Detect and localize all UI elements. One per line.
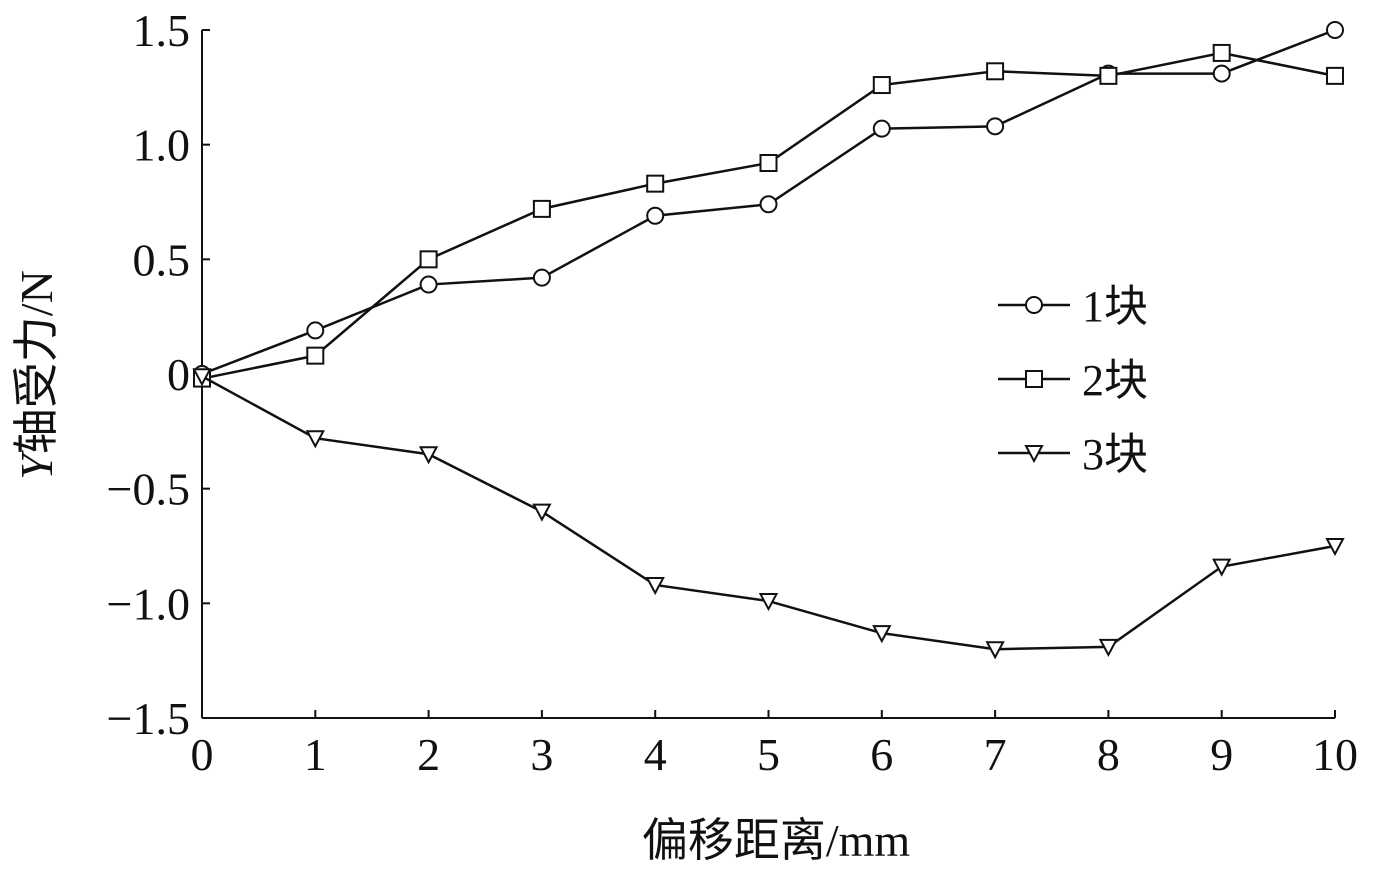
series-2: [193, 43, 1344, 388]
series-2-line: [201, 51, 1336, 380]
series-1-point: [986, 117, 1005, 136]
series-1: [193, 21, 1344, 383]
series-3-point: [192, 368, 212, 387]
series-3-point: [872, 625, 892, 644]
series-2-point: [306, 346, 325, 365]
y-tick-label: 1.0: [133, 120, 191, 171]
x-tick-label: 9: [1210, 729, 1233, 780]
series-3-point: [532, 503, 552, 522]
x-tick-label: 10: [1312, 729, 1358, 780]
x-tick-label: 2: [417, 729, 440, 780]
series-3-point: [985, 641, 1005, 660]
x-axis-title: 偏移距离/mm: [642, 815, 911, 866]
x-axis-ticks: 0 1 2 3 4 5 6 7 8 9 10: [191, 710, 1358, 780]
series-1-point: [646, 206, 665, 225]
y-axis-ticks: −1.5 −1.0 −0.5 0 0.5 1.0 1.5: [107, 5, 210, 744]
series-3-point: [1325, 538, 1345, 557]
series-2-point: [1326, 66, 1344, 85]
series-1-point: [872, 119, 891, 138]
y-tick-label: −0.5: [107, 464, 190, 515]
series-3-point: [305, 430, 325, 449]
series-2-point: [759, 154, 778, 173]
series-2-point: [1212, 43, 1231, 62]
series-2-point: [872, 76, 891, 95]
series-layer: [192, 21, 1345, 660]
series-1-point: [419, 275, 438, 294]
y-axis-title-italic: Y: [11, 450, 62, 480]
series-1-point: [759, 195, 778, 214]
x-tick-label: 1: [304, 729, 327, 780]
series-3-point: [418, 446, 439, 465]
legend-label: 1块: [1082, 282, 1148, 331]
series-3-point: [758, 593, 779, 612]
x-tick-label: 3: [530, 729, 553, 780]
legend: 1块 2块 3块: [998, 282, 1148, 479]
series-3-point: [1212, 558, 1232, 577]
series-1-point: [1212, 64, 1231, 83]
series-3-point: [645, 576, 665, 596]
x-tick-label: 0: [191, 729, 214, 780]
series-2-point: [532, 199, 551, 218]
series-2-point: [986, 62, 1005, 81]
y-tick-label: −1.5: [107, 693, 190, 744]
series-3-point: [1098, 638, 1119, 658]
legend-item-3: 3块: [998, 430, 1148, 479]
series-2-point: [646, 174, 665, 193]
y-tick-label: 0.5: [133, 234, 191, 285]
legend-marker: [1025, 370, 1043, 388]
y-tick-label: −1.0: [107, 578, 190, 629]
x-tick-label: 8: [1097, 729, 1120, 780]
series-1-point: [306, 321, 325, 340]
legend-item-1: 1块: [998, 282, 1148, 331]
x-tick-label: 6: [870, 729, 893, 780]
series-1-point: [532, 268, 551, 287]
series-2-point: [1099, 66, 1118, 85]
axes: [201, 30, 1335, 719]
legend-label: 2块: [1082, 356, 1148, 405]
x-tick-label: 5: [757, 729, 780, 780]
y-axis-title-rest: 轴受力/N: [11, 270, 62, 454]
series-1-point: [1326, 21, 1344, 39]
legend-marker: [1024, 445, 1044, 464]
legend-item-2: 2块: [998, 356, 1148, 405]
y-tick-label: 0: [167, 349, 190, 400]
y-axis-title: Y轴受力/N: [11, 270, 62, 480]
series-2-point: [419, 250, 438, 269]
legend-label: 3块: [1082, 430, 1148, 479]
y-tick-label: 1.5: [133, 5, 191, 56]
x-tick-label: 4: [644, 729, 667, 780]
x-tick-label: 7: [984, 729, 1007, 780]
series-3: [192, 368, 1345, 660]
legend-marker: [1025, 296, 1043, 314]
